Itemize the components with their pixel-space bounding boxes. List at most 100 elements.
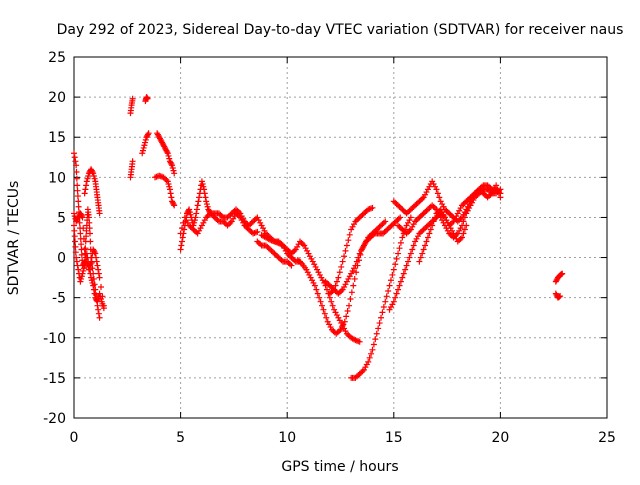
- data-point: [203, 201, 210, 208]
- data-point: [201, 190, 208, 197]
- data-point: [493, 182, 500, 189]
- data-point: [186, 206, 193, 213]
- data-point: [71, 150, 77, 157]
- data-point: [427, 226, 434, 233]
- data-point: [71, 222, 77, 229]
- data-point: [186, 209, 193, 216]
- data-point: [329, 302, 336, 309]
- data-point: [168, 160, 175, 167]
- data-point: [323, 286, 330, 293]
- data-point: [95, 306, 102, 313]
- data-point: [164, 150, 171, 157]
- data-point: [343, 242, 350, 249]
- data-point: [495, 190, 502, 197]
- data-point: [171, 202, 178, 209]
- data-point: [71, 210, 77, 217]
- x-tick-label: 5: [176, 430, 185, 446]
- data-point: [430, 218, 437, 225]
- data-point: [78, 275, 85, 282]
- data-point: [85, 266, 92, 273]
- data-point: [459, 222, 466, 229]
- data-point: [321, 310, 328, 317]
- data-point: [80, 267, 87, 274]
- data-point: [168, 194, 175, 201]
- data-point: [376, 320, 383, 327]
- data-point: [179, 238, 186, 245]
- data-point: [351, 275, 358, 282]
- data-point: [370, 341, 377, 348]
- data-point: [169, 162, 176, 169]
- data-point: [402, 266, 409, 273]
- data-point: [85, 172, 92, 179]
- y-tick-label: 5: [57, 210, 66, 226]
- data-point: [171, 170, 178, 177]
- data-point: [83, 178, 90, 185]
- data-point: [71, 227, 78, 234]
- data-point: [82, 245, 89, 252]
- data-point: [166, 186, 173, 193]
- data-point: [73, 175, 80, 182]
- y-tick-label: -5: [52, 291, 66, 307]
- data-point: [422, 242, 429, 249]
- data-point: [93, 258, 100, 265]
- data-point: [71, 154, 78, 161]
- data-point: [94, 262, 101, 269]
- y-tick-label: 25: [48, 50, 66, 66]
- data-point: [96, 290, 103, 297]
- data-point: [90, 282, 97, 289]
- data-point: [396, 245, 403, 252]
- data-point: [382, 218, 389, 225]
- data-point: [346, 231, 353, 238]
- data-point: [319, 302, 326, 309]
- data-point: [335, 274, 342, 281]
- data-point: [86, 230, 93, 237]
- data-point: [331, 286, 338, 293]
- data-point: [355, 254, 362, 261]
- data-point: [288, 262, 295, 269]
- data-point: [81, 190, 88, 197]
- data-point: [98, 283, 105, 290]
- data-point: [129, 158, 136, 165]
- data-point: [177, 246, 184, 253]
- data-point: [369, 346, 376, 353]
- data-point: [92, 250, 99, 257]
- x-tick-label: 20: [491, 430, 509, 446]
- data-point: [353, 258, 360, 265]
- data-point: [397, 278, 404, 285]
- data-point: [191, 217, 198, 224]
- data-point: [390, 266, 397, 273]
- data-point: [88, 274, 95, 281]
- data-point: [99, 293, 106, 300]
- data-point: [343, 313, 350, 320]
- data-point: [407, 214, 414, 221]
- data-point: [399, 274, 406, 281]
- data-point: [139, 150, 146, 157]
- data-point: [76, 219, 83, 226]
- data-point: [80, 225, 87, 232]
- data-point: [165, 152, 172, 159]
- data-point: [386, 282, 393, 289]
- data-point: [395, 250, 402, 257]
- data-point: [144, 95, 151, 102]
- data-point: [378, 314, 385, 321]
- data-point: [91, 249, 98, 256]
- data-point: [200, 183, 207, 190]
- data-point: [375, 325, 382, 332]
- data-point: [77, 230, 84, 237]
- data-point: [403, 262, 410, 269]
- data-point: [389, 271, 396, 278]
- data-point: [74, 182, 81, 189]
- chart-title: Day 292 of 2023, Sidereal Day-to-day VTE…: [57, 22, 624, 38]
- data-point: [195, 198, 202, 205]
- data-point: [311, 282, 318, 289]
- data-point: [79, 214, 86, 221]
- data-point: [83, 182, 90, 189]
- data-point: [179, 225, 186, 232]
- data-point: [91, 175, 98, 182]
- data-point: [201, 186, 208, 193]
- data-point: [338, 263, 345, 270]
- data-point: [460, 218, 467, 225]
- data-point: [87, 261, 94, 268]
- data-point: [74, 262, 81, 269]
